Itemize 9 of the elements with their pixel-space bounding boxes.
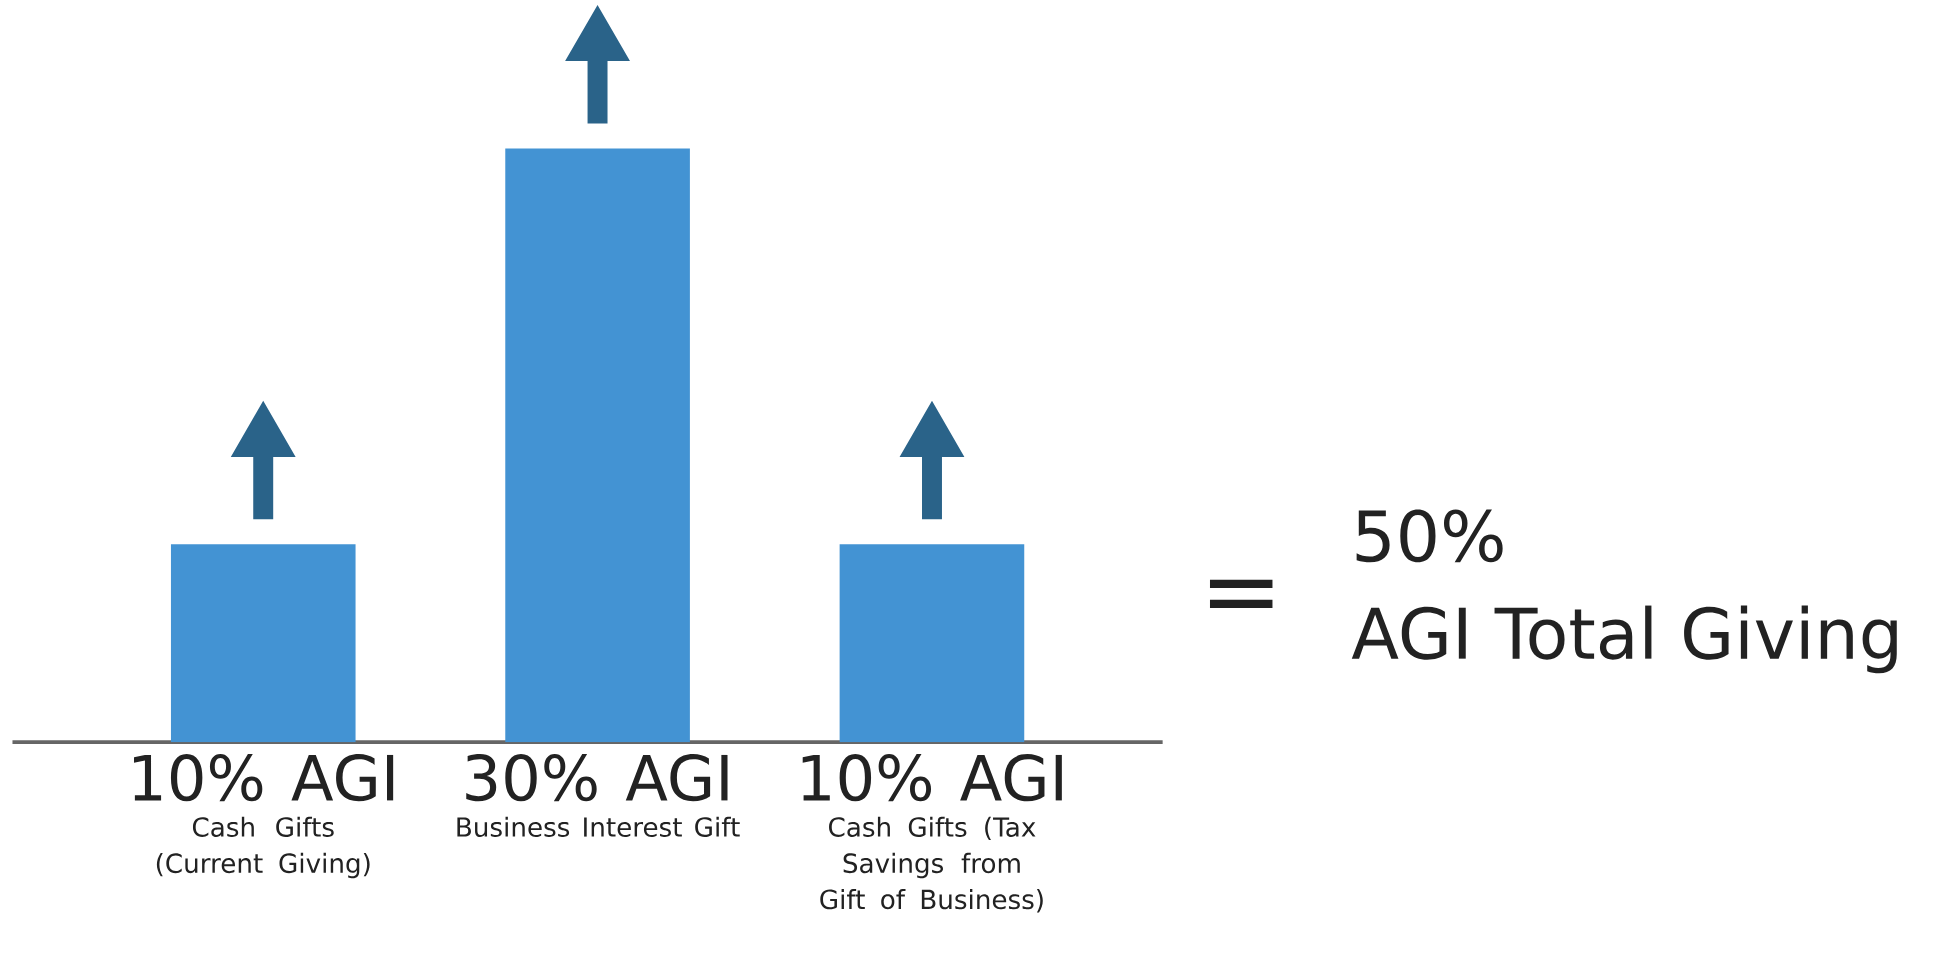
x-tick-label: Business Interest Gift <box>457 816 740 837</box>
data-label: 10% AGI <box>134 754 394 802</box>
x-tick-label: Cash Gifts (Tax Savings from Gift of Business) <box>820 816 1043 913</box>
text: 50% <box>1356 509 1503 563</box>
data-label: 10% AGI <box>802 754 1062 802</box>
data-label: 30% AGI <box>466 754 728 802</box>
x-tick-label: Cash Gifts (Current Giving) <box>156 816 370 879</box>
text: = <box>1209 579 1273 609</box>
text: AGI Total Giving <box>1351 605 1897 674</box>
